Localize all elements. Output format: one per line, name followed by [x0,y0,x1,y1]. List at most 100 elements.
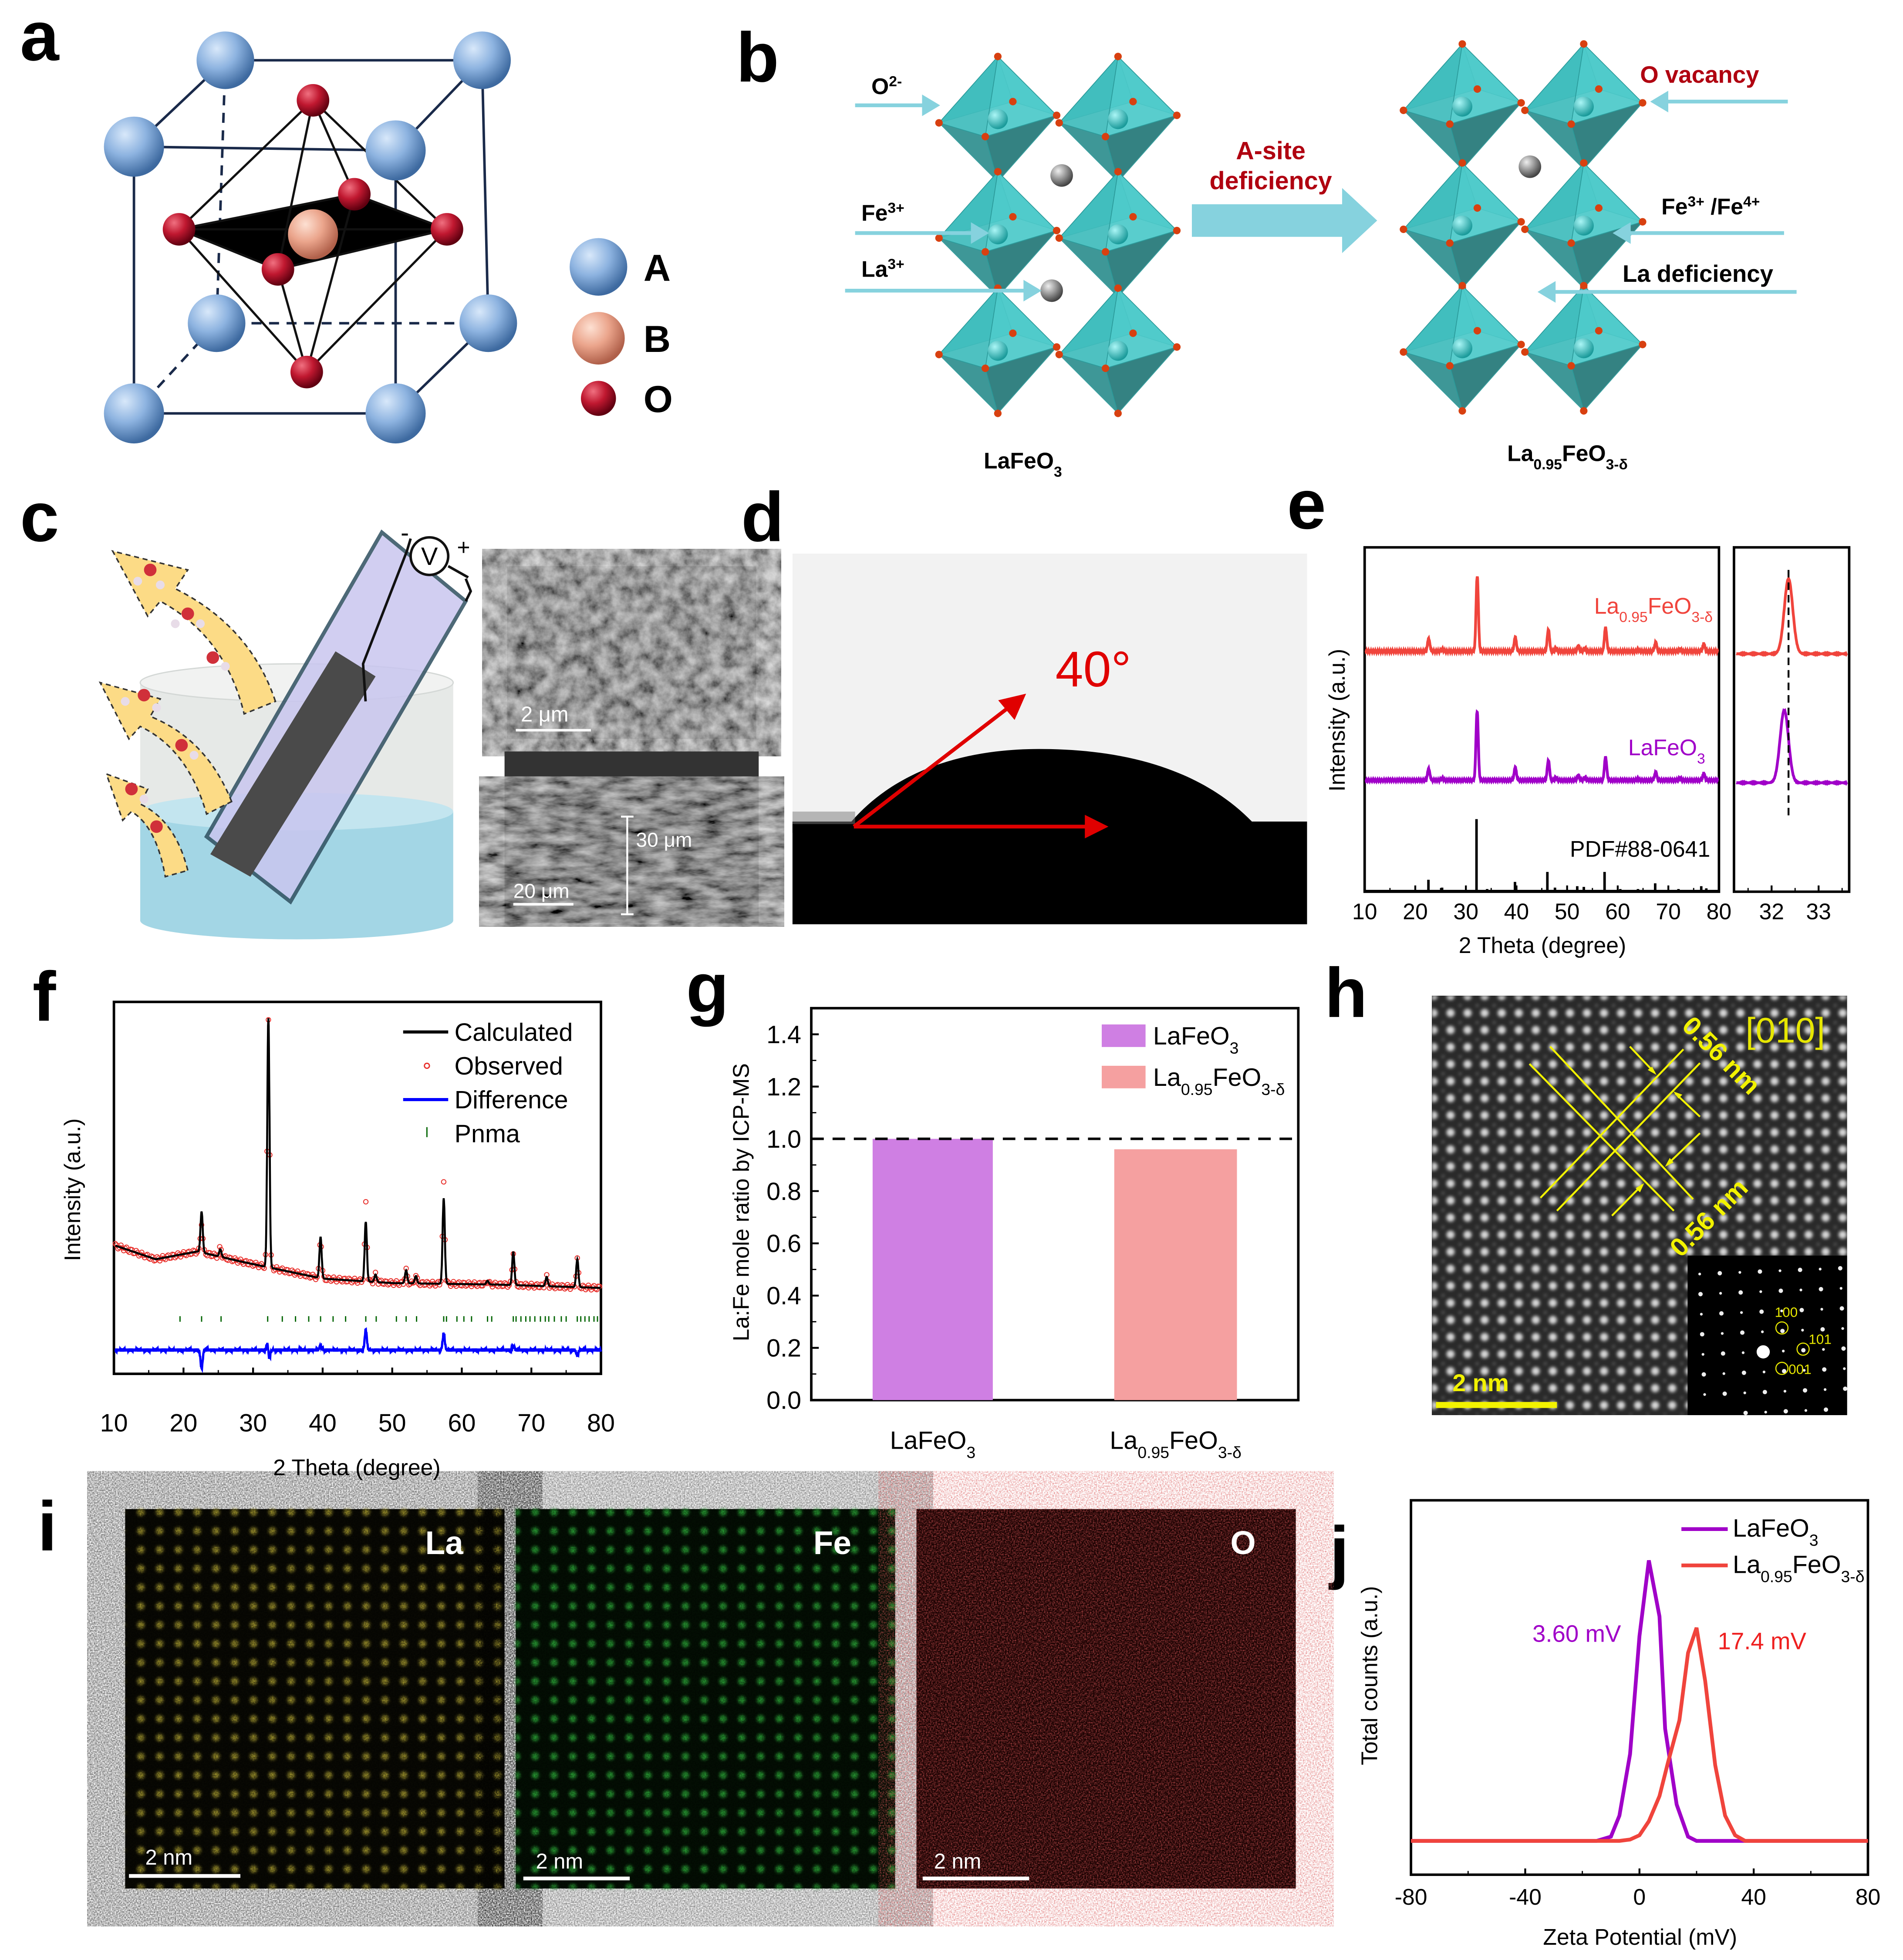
diffraction-spot [1780,1328,1785,1333]
thickness-label: 30 μm [636,828,692,851]
x-tick-label: 32 [1759,899,1784,924]
legend-label: Observed [455,1052,563,1080]
catalyst-layer [210,651,376,877]
map-la: La 2 nm [125,1509,505,1889]
oxygen-atom [1009,329,1017,337]
scale-bar-label: 2 nm [536,1850,584,1873]
diffraction-spot [1838,1266,1842,1271]
thickness-marker [621,815,634,916]
la-deficiency-label: La deficiency [1623,260,1774,287]
inset-peak-line [1735,708,1848,786]
oxygen-atom [994,168,1002,176]
diffraction-spot [1764,1410,1767,1414]
diffraction-spot [1823,1407,1829,1412]
oxygen-atom [1129,98,1137,105]
legend-label: La0.95FeO3-δ [1733,1551,1865,1585]
arrow-up-icon [111,550,277,715]
oxygen-atom [1595,327,1603,335]
x-tick-label: 70 [1656,899,1681,924]
legend-o-label: O [644,378,673,420]
map-fe: Fe 2 nm [516,1509,895,1889]
x-tick-label: 30 [239,1409,267,1437]
oxygen-atom [1567,362,1575,370]
x-tick-label: -40 [1509,1884,1542,1909]
oxygen-atom [1521,348,1529,356]
fe-atom [1452,215,1472,236]
diffraction-spot [1762,1370,1766,1374]
oxygen-atom [1114,409,1122,417]
x-tick-label: 40 [1741,1884,1766,1909]
process-label-line1: A-site [1236,137,1306,165]
y-tick-label: 1.0 [766,1125,801,1153]
observed-point [441,1179,447,1185]
diffraction-spot [1783,1409,1788,1414]
oxygen-atom [1473,85,1481,93]
y-tick-label: 1.2 [766,1073,801,1101]
diffraction-spot [1843,1367,1846,1370]
panel-e-xrd-chart: 2 Theta (degree) Intensity (a.u.) La0.95… [1324,546,1851,958]
diffraction-spot [1761,1330,1764,1333]
sem-top-image: 2 μm [507,566,756,739]
diffraction-spot [1700,1313,1703,1316]
panel-f-refinement-chart: 2 Theta (degree) Intensity (a.u.) Calcul… [60,1000,615,1480]
sem-bottom-scale-label: 20 μm [513,880,570,902]
legend-a-sphere-icon [570,238,628,296]
x-tick-label: 30 [1453,899,1478,924]
lattice-lines [1528,1046,1701,1217]
panel-label-f: f [33,957,56,1036]
observed-point [363,1199,369,1205]
diffraction-inset: 100 101 001 [1687,1255,1848,1416]
diffraction-spot [1839,1287,1842,1290]
diffraction-spot [1799,1288,1802,1291]
lafeo3-structure [935,53,1181,417]
la-atom [1050,164,1073,187]
bar [872,1139,993,1400]
diffraction-spot [1820,1308,1823,1311]
process-label-line2: deficiency [1210,167,1332,195]
panel-c-setup: V - + 2 μm 20 μm 30 μm [98,519,759,939]
x-tick-label: 80 [1856,1884,1881,1909]
a-site-atoms [104,31,517,444]
x-tick-label: 50 [378,1409,406,1437]
diffraction-spot [1740,1330,1745,1335]
fe-atom [988,224,1008,244]
plot-frame [810,1007,1300,1402]
diffraction-spot [1782,1369,1787,1374]
oxygen-atoms [162,84,463,389]
oxygen-atom [982,364,989,372]
la095feo3-structure [1400,40,1647,415]
panel-label-a: a [20,0,60,75]
gas-arrows [98,550,277,878]
spot-label-001: 001 [1788,1361,1812,1377]
oxygen-atom [1517,341,1525,348]
o-vacancy-label: O vacancy [1640,61,1759,88]
fe34-label: Fe3+ /Fe4+ [1661,193,1760,219]
legend-b-sphere-icon [572,312,625,365]
oxygen-atom [1400,225,1407,233]
y-axis-label: Intensity (a.u.) [1324,649,1350,791]
diffraction-spot [1822,1348,1825,1351]
difference-line [114,1327,602,1373]
diffraction-spot [1782,1349,1785,1353]
fe-atom [1452,338,1472,358]
scale-bar-label: 2 nm [145,1846,193,1869]
panel-g-bar-chart: La:Fe mole ratio by ICP-MS LaFeO3 La0.95… [728,1007,1300,1462]
sem-bottom-image: 20 μm 30 μm [504,751,759,923]
droplet [792,749,1307,833]
element-label: Fe [813,1524,851,1561]
oxygen-atom [1053,343,1061,351]
diffraction-spot [1700,1332,1704,1337]
diffraction-spot [1841,1327,1844,1330]
diffraction-spot [1778,1288,1783,1293]
minus-terminal: - [401,519,409,547]
oxygen-atom [1114,284,1122,292]
y-axis-label: Intensity (a.u.) [60,1119,85,1261]
oxygen-atom [994,409,1002,417]
panel-a-unit-cell: A B O [104,31,673,444]
calculated-line [115,1018,601,1289]
lafeo3-caption: LaFeO3 [984,448,1062,480]
panel-d-contact-angle: 40° [792,554,1307,925]
x-tick-label: 40 [1504,899,1529,924]
diffraction-spot [1741,1370,1746,1375]
y-tick-label: 0.2 [766,1335,801,1362]
